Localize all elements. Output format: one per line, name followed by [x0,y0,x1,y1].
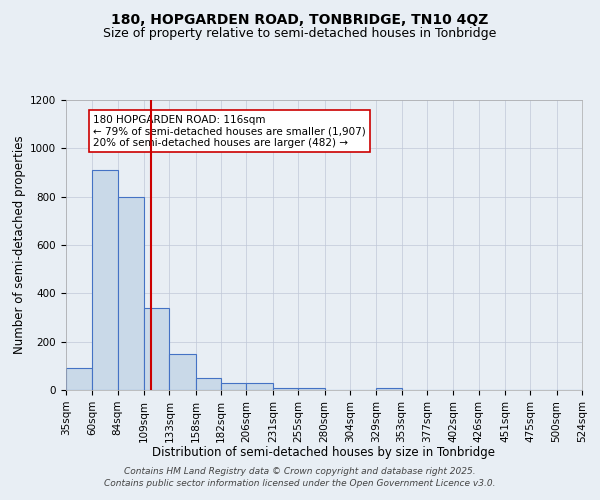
Bar [196,378,221,390]
Bar [221,383,247,390]
Bar [273,388,298,390]
Bar [92,170,118,390]
Bar [169,354,196,390]
Bar [144,308,169,390]
Text: Contains HM Land Registry data © Crown copyright and database right 2025.
Contai: Contains HM Land Registry data © Crown c… [104,466,496,487]
Bar [247,383,273,390]
Bar [66,368,92,390]
X-axis label: Distribution of semi-detached houses by size in Tonbridge: Distribution of semi-detached houses by … [152,446,496,459]
Y-axis label: Number of semi-detached properties: Number of semi-detached properties [13,136,26,354]
Text: 180, HOPGARDEN ROAD, TONBRIDGE, TN10 4QZ: 180, HOPGARDEN ROAD, TONBRIDGE, TN10 4QZ [112,12,488,26]
Bar [298,388,325,390]
Bar [118,196,144,390]
Bar [376,388,401,390]
Text: 180 HOPGARDEN ROAD: 116sqm
← 79% of semi-detached houses are smaller (1,907)
20%: 180 HOPGARDEN ROAD: 116sqm ← 79% of semi… [94,114,366,148]
Text: Size of property relative to semi-detached houses in Tonbridge: Size of property relative to semi-detach… [103,28,497,40]
